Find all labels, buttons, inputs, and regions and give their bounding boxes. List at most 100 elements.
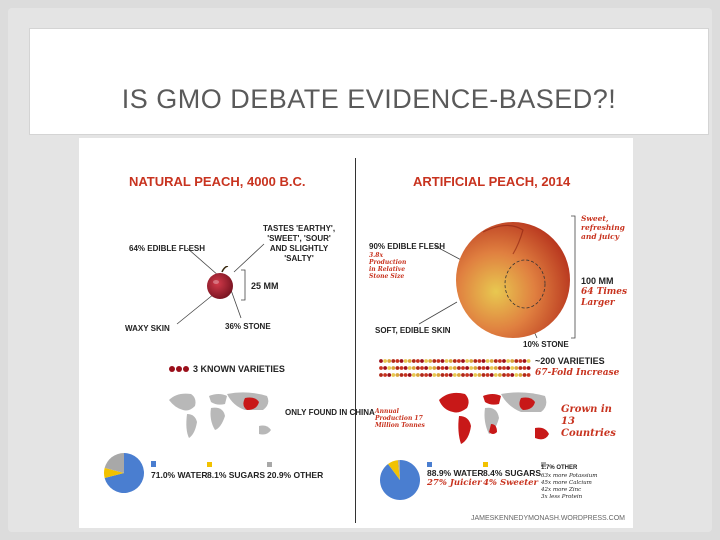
other-note-item: 3x less Protein [541, 494, 583, 500]
variety-dot [403, 366, 408, 370]
variety-dot [448, 359, 453, 363]
peach-infographic: NATURAL PEACH, 4000 B.C. 64% EDIBLE FLES… [79, 138, 633, 528]
variety-dot [493, 373, 498, 377]
variety-dot [428, 373, 433, 377]
variety-dot [407, 373, 412, 377]
source-credit: JAMESKENNEDYMONASH.WORDPRESS.COM [470, 515, 625, 522]
artificial-varieties-note: 67-Fold Increase [535, 368, 620, 378]
variety-dot [461, 366, 465, 370]
variety-dot [420, 366, 424, 370]
variety-dot [526, 366, 531, 370]
variety-dot [379, 366, 383, 370]
artificial-sugar-swatch [483, 462, 488, 467]
variety-dot [403, 373, 408, 377]
variety-dot [465, 359, 469, 363]
variety-dot [424, 359, 428, 363]
variety-dot [465, 366, 469, 370]
variety-dot [383, 359, 387, 363]
other-note-item: 63x more Potassium [541, 473, 598, 479]
variety-dot [420, 373, 424, 377]
natural-sugars-label: 8.1% SUGARS [207, 470, 266, 480]
variety-dot [395, 366, 400, 370]
natural-water-label: 71.0% WATER [151, 470, 208, 480]
variety-dot [379, 359, 383, 363]
variety-dot [448, 366, 453, 370]
variety-dot [399, 373, 404, 377]
title-box: IS GMO DEBATE EVIDENCE-BASED?! [29, 28, 709, 135]
natural-edible-flesh-label: 64% EDIBLE FLESH [129, 244, 206, 253]
natural-stone-label: 36% STONE [225, 322, 271, 331]
variety-dot [473, 366, 478, 370]
natural-variety-dots [169, 366, 189, 372]
natural-pie-slice-other [104, 453, 124, 473]
variety-dot [444, 373, 449, 377]
artificial-water-note: 27% Juicier [427, 478, 482, 488]
natural-tastes-label: TASTES 'EARTHY', 'SWEET', 'SOUR' AND SLI… [262, 224, 336, 263]
natural-peach-leader-lines [176, 243, 265, 325]
variety-dot [477, 366, 482, 370]
natural-world-map [169, 392, 271, 438]
artificial-other-notes: 63x more Potassium 45x more Calcium 42x … [541, 473, 597, 501]
variety-dot [493, 359, 498, 363]
artificial-varieties-label: ~200 VARIETIES [535, 356, 605, 366]
variety-dot [428, 366, 433, 370]
variety-dot [452, 373, 457, 377]
variety-dot [444, 366, 449, 370]
variety-dot [407, 366, 412, 370]
variety-dot [411, 373, 416, 377]
variety-dot [469, 373, 474, 377]
variety-dot [391, 359, 396, 363]
variety-dot [407, 359, 412, 363]
artificial-production-note: 3.8x Production in Relative Stone Size [369, 252, 407, 280]
variety-dot [522, 359, 527, 363]
variety-dot [510, 359, 515, 363]
variety-dot [473, 359, 478, 363]
natural-composition-pie [104, 453, 144, 493]
variety-dot [444, 359, 449, 363]
artificial-size-label: 100 MM [581, 276, 614, 286]
variety-dot [395, 373, 400, 377]
variety-dot [440, 373, 445, 377]
variety-dot [391, 373, 396, 377]
variety-dot [510, 366, 515, 370]
artificial-water-label: 88.9% WATER [427, 468, 484, 478]
artificial-composition-pie [380, 460, 420, 500]
natural-pie-slice-sugars [104, 467, 124, 478]
variety-dot [489, 359, 494, 363]
variety-dot [399, 366, 404, 370]
slide-title: IS GMO DEBATE EVIDENCE-BASED?! [121, 84, 617, 114]
variety-dot [440, 359, 445, 363]
variety-dot [481, 366, 486, 370]
variety-dot [522, 366, 527, 370]
variety-dot [498, 366, 502, 370]
artificial-edible-flesh-label: 90% EDIBLE FLESH [369, 242, 446, 251]
variety-dot [432, 373, 437, 377]
variety-dot [428, 359, 433, 363]
natural-heading: NATURAL PEACH, 4000 B.C. [129, 174, 306, 189]
variety-dot [469, 359, 474, 363]
artificial-heading: ARTIFICIAL PEACH, 2014 [413, 174, 571, 189]
natural-waxy-skin-label: WAXY SKIN [125, 324, 170, 333]
artificial-sweet-note: Sweet, refreshing and juicy [581, 214, 625, 241]
variety-dot [469, 366, 474, 370]
natural-size-label: 25 MM [251, 281, 279, 291]
variety-dot [506, 373, 510, 377]
variety-dot [518, 366, 523, 370]
artificial-annual-production: Annual Production 17 Million Tonnes [375, 408, 425, 429]
natural-water-swatch [151, 462, 156, 467]
variety-dot [522, 373, 527, 377]
variety-dot [518, 373, 523, 377]
artificial-other-label: 1.7% OTHER [541, 465, 578, 471]
variety-dot [416, 366, 420, 370]
variety-dot [457, 373, 461, 377]
variety-dot [432, 359, 437, 363]
artificial-water-swatch [427, 462, 432, 467]
artificial-stone-label: 10% STONE [523, 340, 569, 349]
variety-dot [383, 373, 387, 377]
variety-dot [436, 366, 441, 370]
artificial-soft-skin-label: SOFT, EDIBLE SKIN [375, 326, 451, 335]
variety-dot [436, 373, 441, 377]
natural-other-swatch [267, 462, 272, 467]
artificial-pie-slice-sugars [388, 460, 400, 480]
variety-dot [387, 359, 392, 363]
